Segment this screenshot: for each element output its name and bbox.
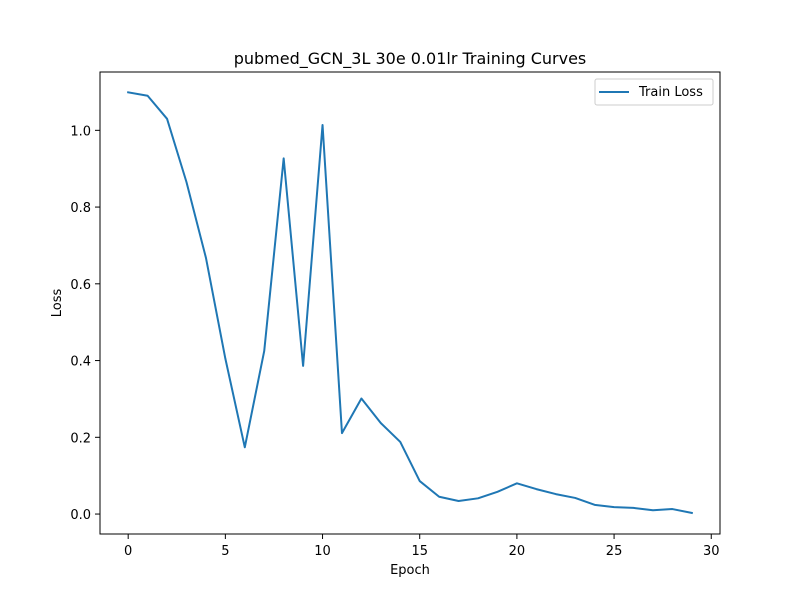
x-tick-label: 5	[221, 544, 229, 559]
y-tick-label: 0.8	[70, 201, 91, 216]
plot-frame	[99, 71, 721, 535]
x-tick-label: 0	[124, 544, 132, 559]
x-axis-ticks: 0 5 10 15 20 25 30	[124, 534, 720, 559]
x-tick-label: 30	[703, 544, 720, 559]
series-layer	[127, 91, 693, 515]
y-axis-ticks: 0.0 0.2 0.4 0.6 0.8 1.0	[70, 124, 100, 523]
x-axis-label: Epoch	[390, 563, 430, 578]
legend-label-train-loss: Train Loss	[638, 85, 703, 100]
x-tick-label: 20	[509, 544, 526, 559]
y-tick-label: 1.0	[70, 124, 91, 139]
y-tick-label: 0.0	[70, 508, 91, 523]
x-tick-label: 10	[314, 544, 331, 559]
y-tick-label: 0.4	[70, 355, 91, 370]
x-tick-label: 25	[606, 544, 623, 559]
chart-title: pubmed_GCN_3L 30e 0.01lr Training Curves	[234, 49, 587, 69]
y-tick-label: 0.6	[70, 278, 91, 293]
series-line-train-loss	[127, 91, 693, 515]
legend-box	[594, 78, 714, 106]
legend: Train Loss	[594, 78, 714, 106]
y-axis-label: Loss	[50, 289, 65, 318]
x-tick-label: 15	[411, 544, 428, 559]
plot-area	[100, 72, 720, 534]
y-tick-label: 0.2	[70, 431, 91, 446]
